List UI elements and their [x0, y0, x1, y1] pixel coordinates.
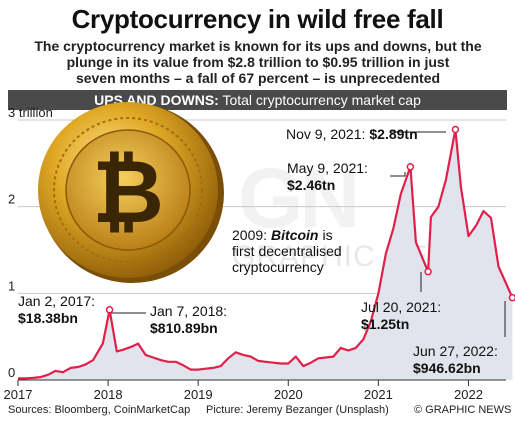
bitcoin-coin-icon: ₿	[38, 102, 224, 283]
note-line2: first decentralised	[232, 243, 342, 259]
annotation-label: May 9, 2021: $2.46tn	[287, 160, 368, 193]
annotation-point	[406, 163, 415, 171]
page-title: Cryptocurrency in wild free fall	[71, 4, 444, 34]
annotation-point	[424, 267, 432, 276]
annotation-point	[508, 293, 515, 302]
note-rest: is	[323, 227, 333, 243]
picture-credit: Picture: Jeremy Bezanger (Unsplash)	[206, 404, 389, 416]
x-tick-label: 2018	[94, 387, 123, 402]
market-cap-line	[18, 128, 514, 380]
annotation-label: Jan 7, 2018: $810.89bn	[150, 303, 227, 336]
annotation-value: $810.89bn	[150, 320, 218, 336]
x-tick-label: 2022	[454, 387, 483, 402]
brand-credit: © GRAPHIC NEWS	[414, 404, 511, 416]
annotation-point	[105, 306, 114, 314]
y-tick-label: 3 trillion	[8, 105, 53, 120]
annotation-label: Nov 9, 2021: $2.89tn	[286, 126, 418, 142]
annotation-date: May 9, 2021:	[287, 160, 368, 176]
annotation-value: $18.38bn	[18, 310, 78, 326]
bitcoin-symbol: ₿	[92, 140, 164, 243]
annotations: Jan 2, 2017: $18.38bn Jan 7, 2018: $810.89b…	[18, 125, 515, 376]
note-line3: cryptocurrency	[232, 259, 324, 275]
annotation-value: $2.89tn	[369, 126, 417, 142]
x-tick-label: 2019	[184, 387, 213, 402]
y-tick-label: 1	[8, 278, 15, 293]
sources-credit: Sources: Bloomberg, CoinMarketCap	[8, 404, 191, 416]
bitcoin-note: 2009: Bitcoin is	[232, 227, 333, 243]
watermark-logo: GN	[238, 151, 360, 245]
annotation-label: Jan 2, 2017: $18.38bn	[18, 293, 95, 326]
annotation-date: Jan 7, 2018:	[150, 303, 227, 319]
x-tick-label: 2017	[4, 387, 33, 402]
note-year: 2009:	[232, 227, 267, 243]
annotation-leader	[390, 172, 406, 177]
market-cap-area	[18, 129, 513, 380]
subtitle-line: plunge in its value from $2.8 trillion t…	[66, 54, 450, 70]
y-tick-label: 0	[8, 365, 15, 380]
annotation-date: Jun 27, 2022:	[413, 343, 498, 359]
annotation-date: Jul 20, 2021:	[361, 299, 441, 315]
annotation-label: Jul 20, 2021: $1.25tn	[361, 299, 441, 332]
band-text: Total cryptocurrency market cap	[222, 92, 421, 108]
annotation-date: Jan 2, 2017:	[18, 293, 95, 309]
annotation-value: $2.46tn	[287, 177, 335, 193]
subtitle-line: seven months – a fall of 67 percent – is…	[75, 70, 441, 86]
axes: 0 1 2 3 trillion 2017 2018 2019 2020 2021 2022	[4, 105, 506, 402]
annotation-value: $1.25tn	[361, 316, 409, 332]
subtitle: The cryptocurrency market is known for i…	[18, 38, 498, 86]
annotation-label: Jun 27, 2022: $946.62bn	[413, 343, 498, 376]
annotation-date: Nov 9, 2021:	[286, 126, 365, 142]
annotation-value: $946.62bn	[413, 360, 481, 376]
note-name: Bitcoin	[271, 227, 318, 243]
x-tick-label: 2021	[364, 387, 393, 402]
annotation-point	[451, 125, 460, 134]
subtitle-line: The cryptocurrency market is known for i…	[34, 38, 482, 54]
brand-text: © GRAPHIC NEWS	[414, 404, 512, 416]
y-tick-label: 2	[8, 192, 15, 207]
x-tick-label: 2020	[274, 387, 303, 402]
